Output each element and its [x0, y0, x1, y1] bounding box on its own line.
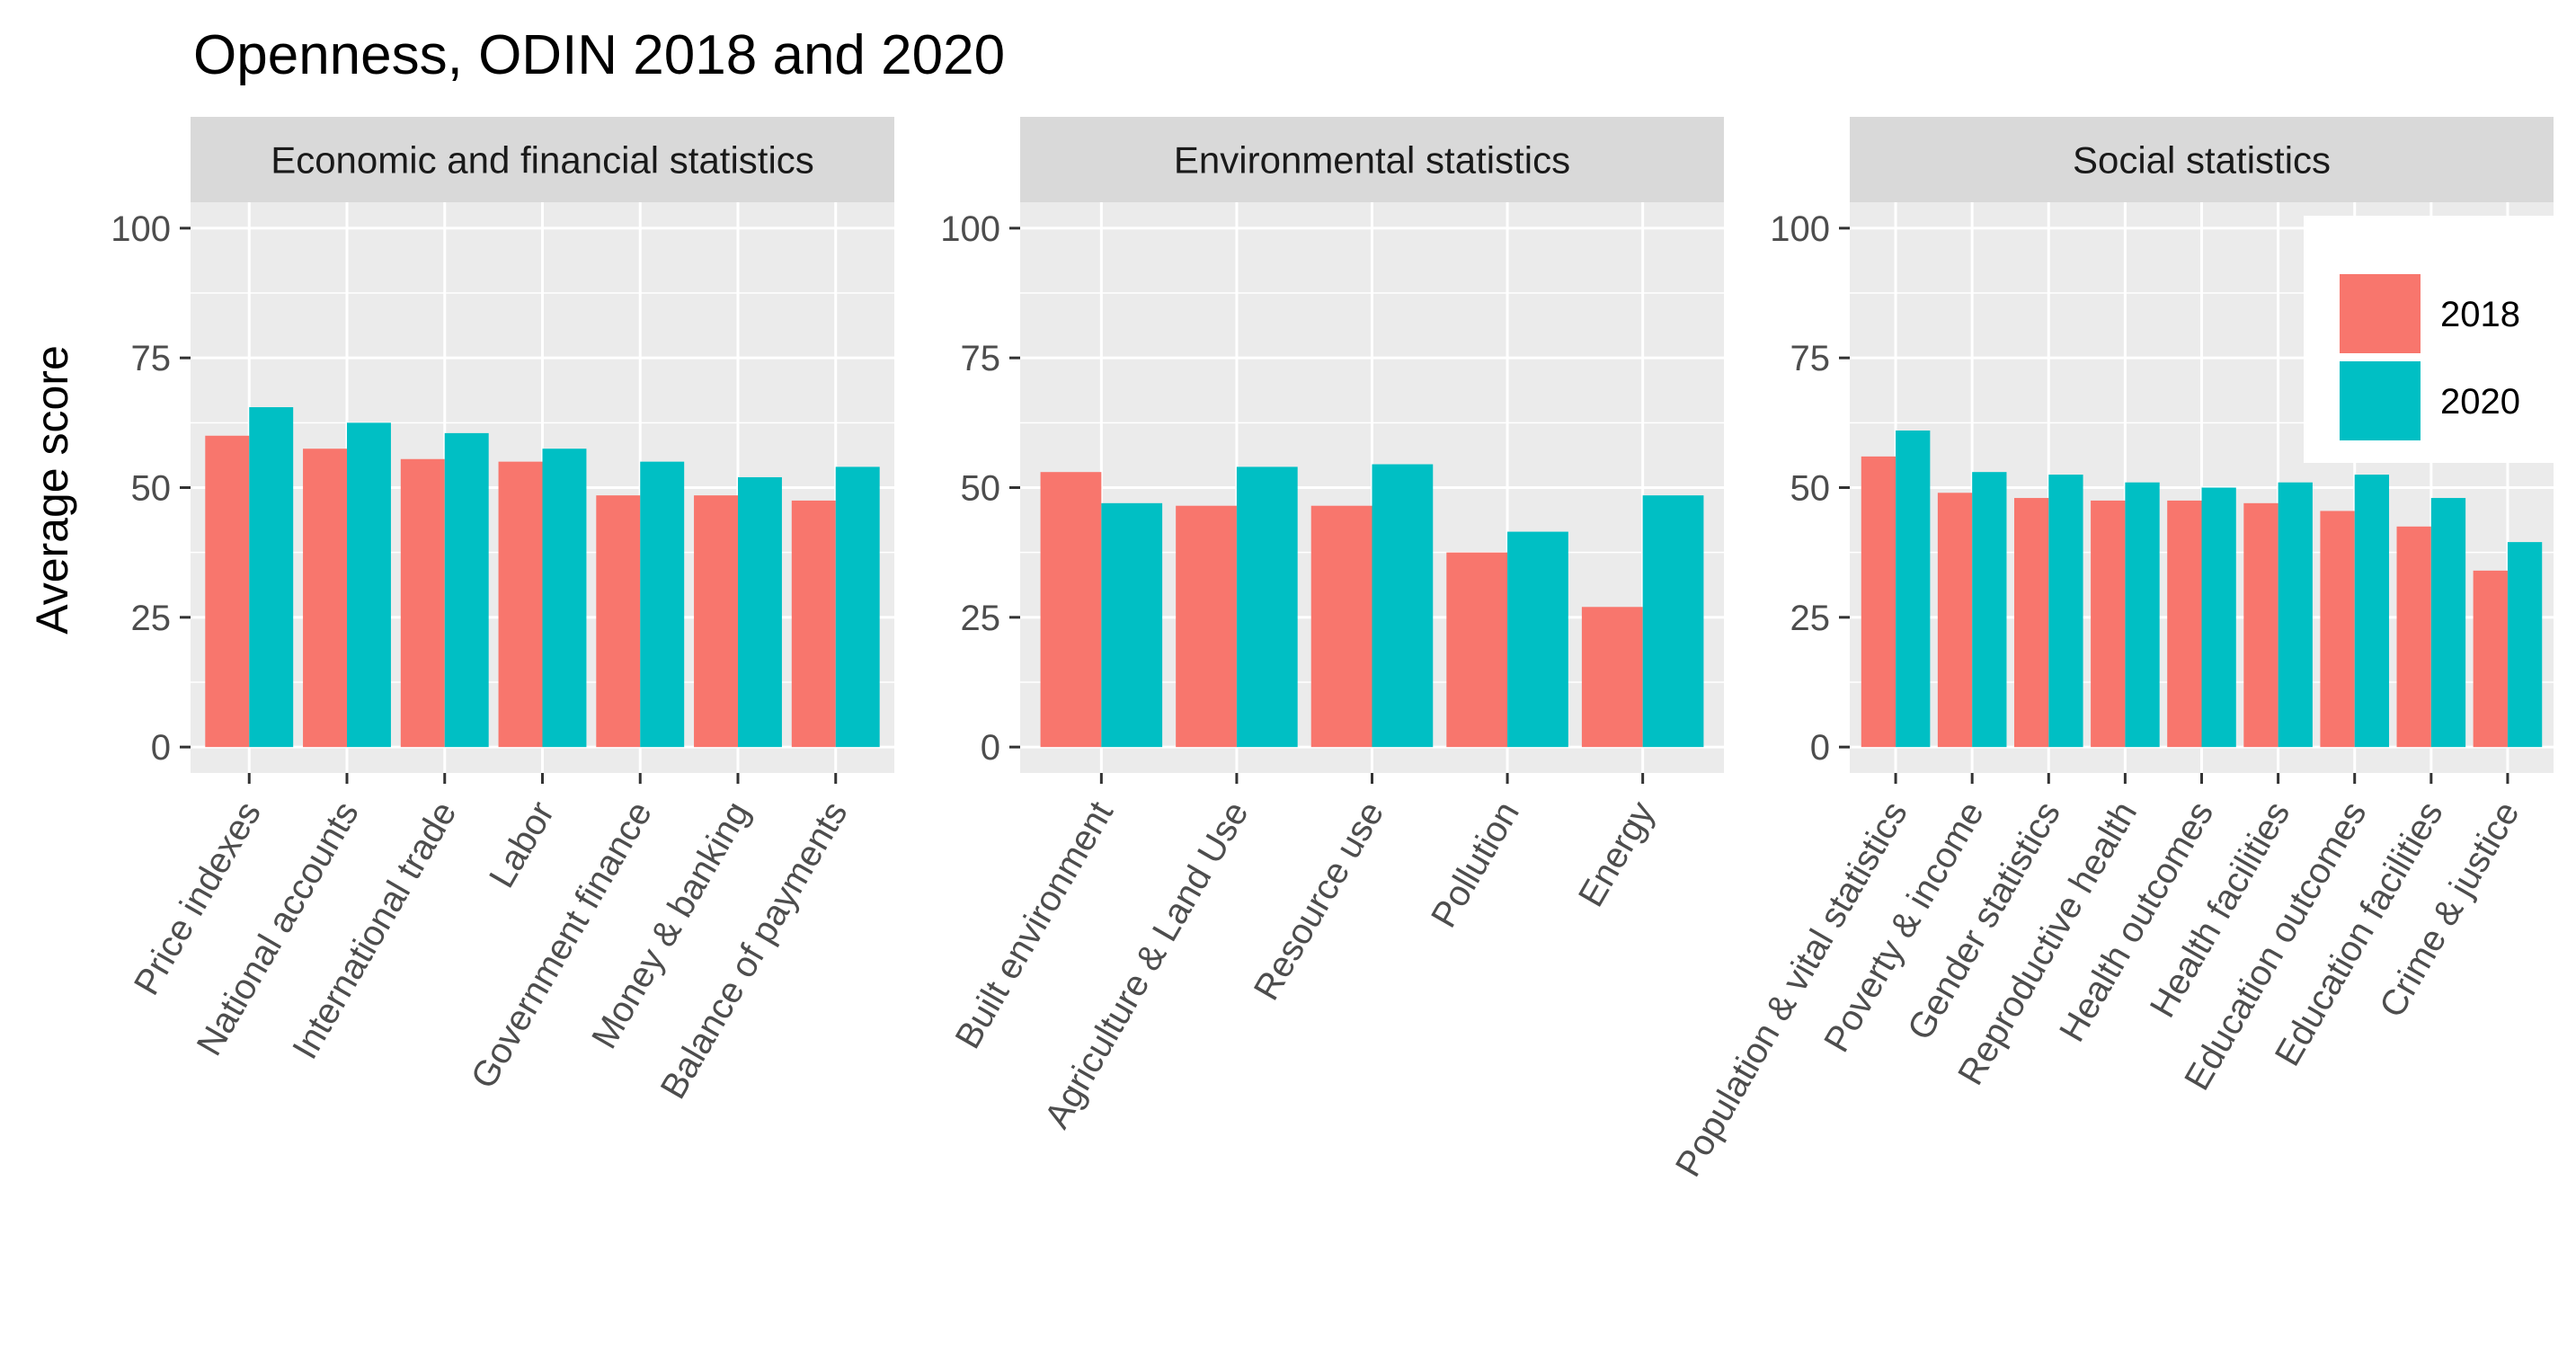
y-tick-label: 25 [131, 599, 172, 638]
bar-2020-money-banking [738, 476, 782, 748]
bar-2020-national-accounts [347, 422, 391, 748]
bar-2018-education-outcomes [2320, 511, 2355, 748]
bar-2018-international-trade [400, 458, 445, 748]
bar-2020-balance-of-payments [835, 466, 880, 748]
y-tick-label: 75 [961, 339, 1001, 378]
bar-2020-international-trade [444, 432, 489, 748]
x-tick-label-labor: Labor [482, 795, 562, 895]
bar-2018-health-outcomes [2167, 500, 2202, 748]
bar-2018-money-banking [694, 495, 738, 748]
bar-2020-government-finance [640, 461, 685, 748]
y-tick-label: 0 [151, 728, 171, 768]
bar-2020-poverty-income [1972, 472, 2007, 748]
y-axis-title: Average score [27, 345, 77, 634]
bar-2020-labor [542, 449, 587, 748]
legend-label-2018: 2018 [2440, 295, 2520, 334]
x-tick-label-pollution: Pollution [1424, 795, 1527, 935]
y-tick-label: 75 [131, 339, 172, 378]
bar-2020-pollution [1507, 531, 1568, 748]
bar-2020-reproductive-health [2125, 482, 2160, 748]
panel-environmental-statistics: Environmental statistics0255075100Built … [940, 117, 1724, 1135]
bar-2018-price-indexes [205, 435, 250, 748]
bar-2018-health-facilities [2243, 502, 2278, 748]
y-tick-label: 0 [1810, 728, 1830, 768]
bar-2018-population-vital-statistics [1861, 456, 1896, 748]
legend-key-2018 [2340, 274, 2421, 353]
bar-2020-energy [1642, 495, 1704, 748]
y-tick-label: 100 [940, 209, 1000, 249]
bar-2018-agriculture-land-use [1176, 505, 1237, 748]
y-tick-label: 100 [1770, 209, 1830, 249]
x-tick-label-balance-of-payments: Balance of payments [653, 795, 856, 1106]
facet-strip [1850, 117, 2554, 202]
y-tick-label: 100 [111, 209, 171, 249]
panel-economic-and-financial-statistics: Economic and financial statistics 0 25 50 75… [111, 117, 894, 1106]
y-tick-label: 25 [961, 599, 1001, 638]
y-tick-label: 50 [1790, 469, 1831, 509]
bar-2018-national-accounts [303, 449, 347, 748]
x-tick-label-government-finance: Government finance [464, 795, 660, 1096]
bar-2018-crime-justice [2473, 570, 2508, 748]
facet-strip [1020, 117, 1724, 202]
x-tick-label-resource-use: Resource use [1247, 795, 1392, 1008]
bar-2020-built-environment [1101, 502, 1163, 748]
facet-panels: Economic and financial statistics 0 25 50 75… [111, 117, 2554, 1184]
bar-2018-poverty-income [1937, 493, 1973, 748]
facet-strip-label: Environmental statistics [1174, 139, 1570, 182]
y-tick-label: 25 [1790, 599, 1831, 638]
bar-2020-health-facilities [2278, 482, 2313, 748]
bar-2020-price-indexes [249, 407, 294, 748]
facet-strip-label: Social statistics [2073, 139, 2331, 182]
legend-key-2020 [2340, 361, 2421, 440]
bar-2020-gender-statistics [2048, 475, 2083, 748]
y-tick-label: 0 [981, 728, 1000, 768]
bar-2020-crime-justice [2507, 542, 2543, 748]
y-tick-label: 50 [131, 469, 172, 509]
bar-2018-gender-statistics [2013, 498, 2049, 748]
y-tick-label: 75 [1790, 339, 1831, 378]
bar-2020-education-facilities [2430, 498, 2466, 748]
bar-2018-government-finance [596, 495, 641, 748]
legend-label-2020: 2020 [2440, 382, 2520, 422]
bar-2018-labor [498, 461, 543, 748]
bar-2018-balance-of-payments [791, 500, 836, 748]
bar-2018-pollution [1446, 552, 1508, 748]
bar-2018-energy [1581, 607, 1643, 748]
facet-strip-label: Economic and financial statistics [271, 139, 814, 182]
chart-title: Openness, ODIN 2018 and 2020 [193, 24, 1005, 86]
y-tick-label: 50 [961, 469, 1001, 509]
bar-2020-resource-use [1372, 464, 1434, 748]
facet-strip [191, 117, 894, 202]
bar-2018-built-environment [1040, 472, 1102, 748]
bar-2018-education-facilities [2396, 526, 2431, 748]
bar-2020-health-outcomes [2201, 487, 2236, 748]
legend: 2018 2020 [2304, 216, 2554, 463]
bar-2018-reproductive-health [2091, 500, 2126, 748]
bar-2020-population-vital-statistics [1896, 431, 1931, 748]
bar-2020-education-outcomes [2354, 475, 2390, 748]
bar-2018-resource-use [1310, 505, 1372, 748]
bar-2020-agriculture-land-use [1236, 466, 1298, 748]
x-tick-label-energy: Energy [1571, 795, 1662, 914]
